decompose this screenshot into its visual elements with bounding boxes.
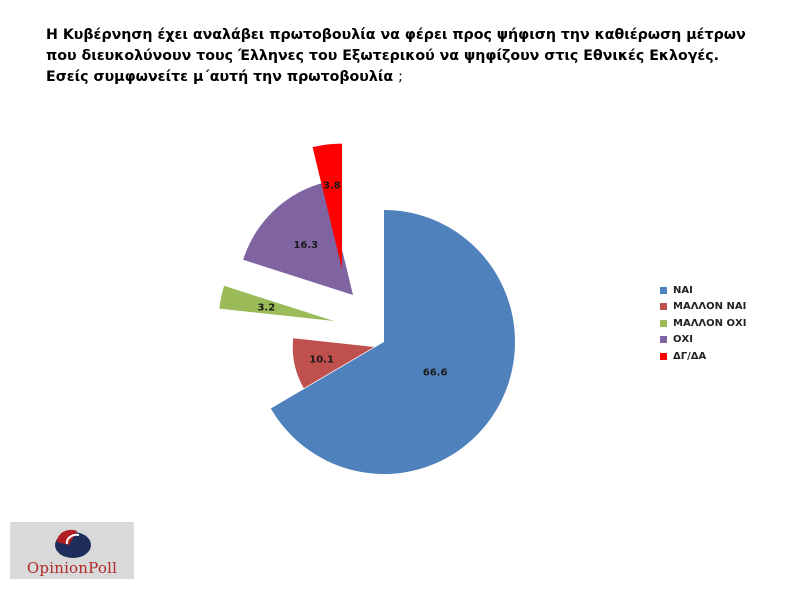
logo-wordmark: OpinionPoll	[26, 559, 118, 577]
opinionpoll-logo: OpinionPoll	[10, 522, 134, 579]
legend-swatch-2	[660, 319, 667, 327]
data-label-0: 66.6	[423, 368, 448, 379]
pie-slice-0	[270, 210, 516, 475]
pie-slice-2	[219, 285, 334, 321]
pie-slice-1	[292, 338, 374, 389]
pie-data-labels: 66.6 10.1 3.2 16.3 3.8	[257, 180, 447, 378]
legend-item-3: ΟΧΙ	[660, 332, 746, 349]
legend-label-2: ΜΑΛΛΟΝ ΟΧΙ	[673, 317, 747, 329]
legend-label-3: ΟΧΙ	[673, 334, 693, 346]
legend-item-0: ΝΑΙ	[660, 282, 746, 299]
legend-swatch-1	[660, 303, 667, 311]
legend-swatch-3	[660, 336, 667, 344]
chart-title: Η Κυβέρνηση έχει αναλάβει πρωτοβουλία να…	[46, 25, 766, 88]
chart-legend: ΝΑΙ ΜΑΛΛΟΝ ΝΑΙ ΜΑΛΛΟΝ ΟΧΙ ΟΧΙ ΔΓ/ΔΑ	[660, 282, 746, 365]
chart-title-question-mark: ;	[398, 69, 403, 85]
pie-slices	[219, 143, 516, 475]
pie-slice-4	[312, 143, 342, 269]
legend-label-4: ΔΓ/ΔΑ	[673, 350, 707, 362]
legend-item-1: ΜΑΛΛΟΝ ΝΑΙ	[660, 299, 746, 316]
legend-item-2: ΜΑΛΛΟΝ ΟΧΙ	[660, 315, 746, 332]
legend-swatch-0	[660, 286, 667, 294]
chart-title-text: Η Κυβέρνηση έχει αναλάβει πρωτοβουλία να…	[46, 27, 746, 85]
pie-slice-3	[243, 182, 353, 295]
data-label-1: 10.1	[309, 354, 334, 365]
legend-swatch-4	[660, 352, 667, 360]
legend-label-1: ΜΑΛΛΟΝ ΝΑΙ	[673, 301, 747, 313]
data-label-4: 3.8	[323, 180, 341, 191]
legend-item-4: ΔΓ/ΔΑ	[660, 348, 746, 365]
data-label-2: 3.2	[257, 303, 275, 314]
logo-circle-icon	[55, 529, 91, 558]
legend-label-0: ΝΑΙ	[673, 284, 693, 296]
data-label-3: 16.3	[293, 240, 318, 251]
